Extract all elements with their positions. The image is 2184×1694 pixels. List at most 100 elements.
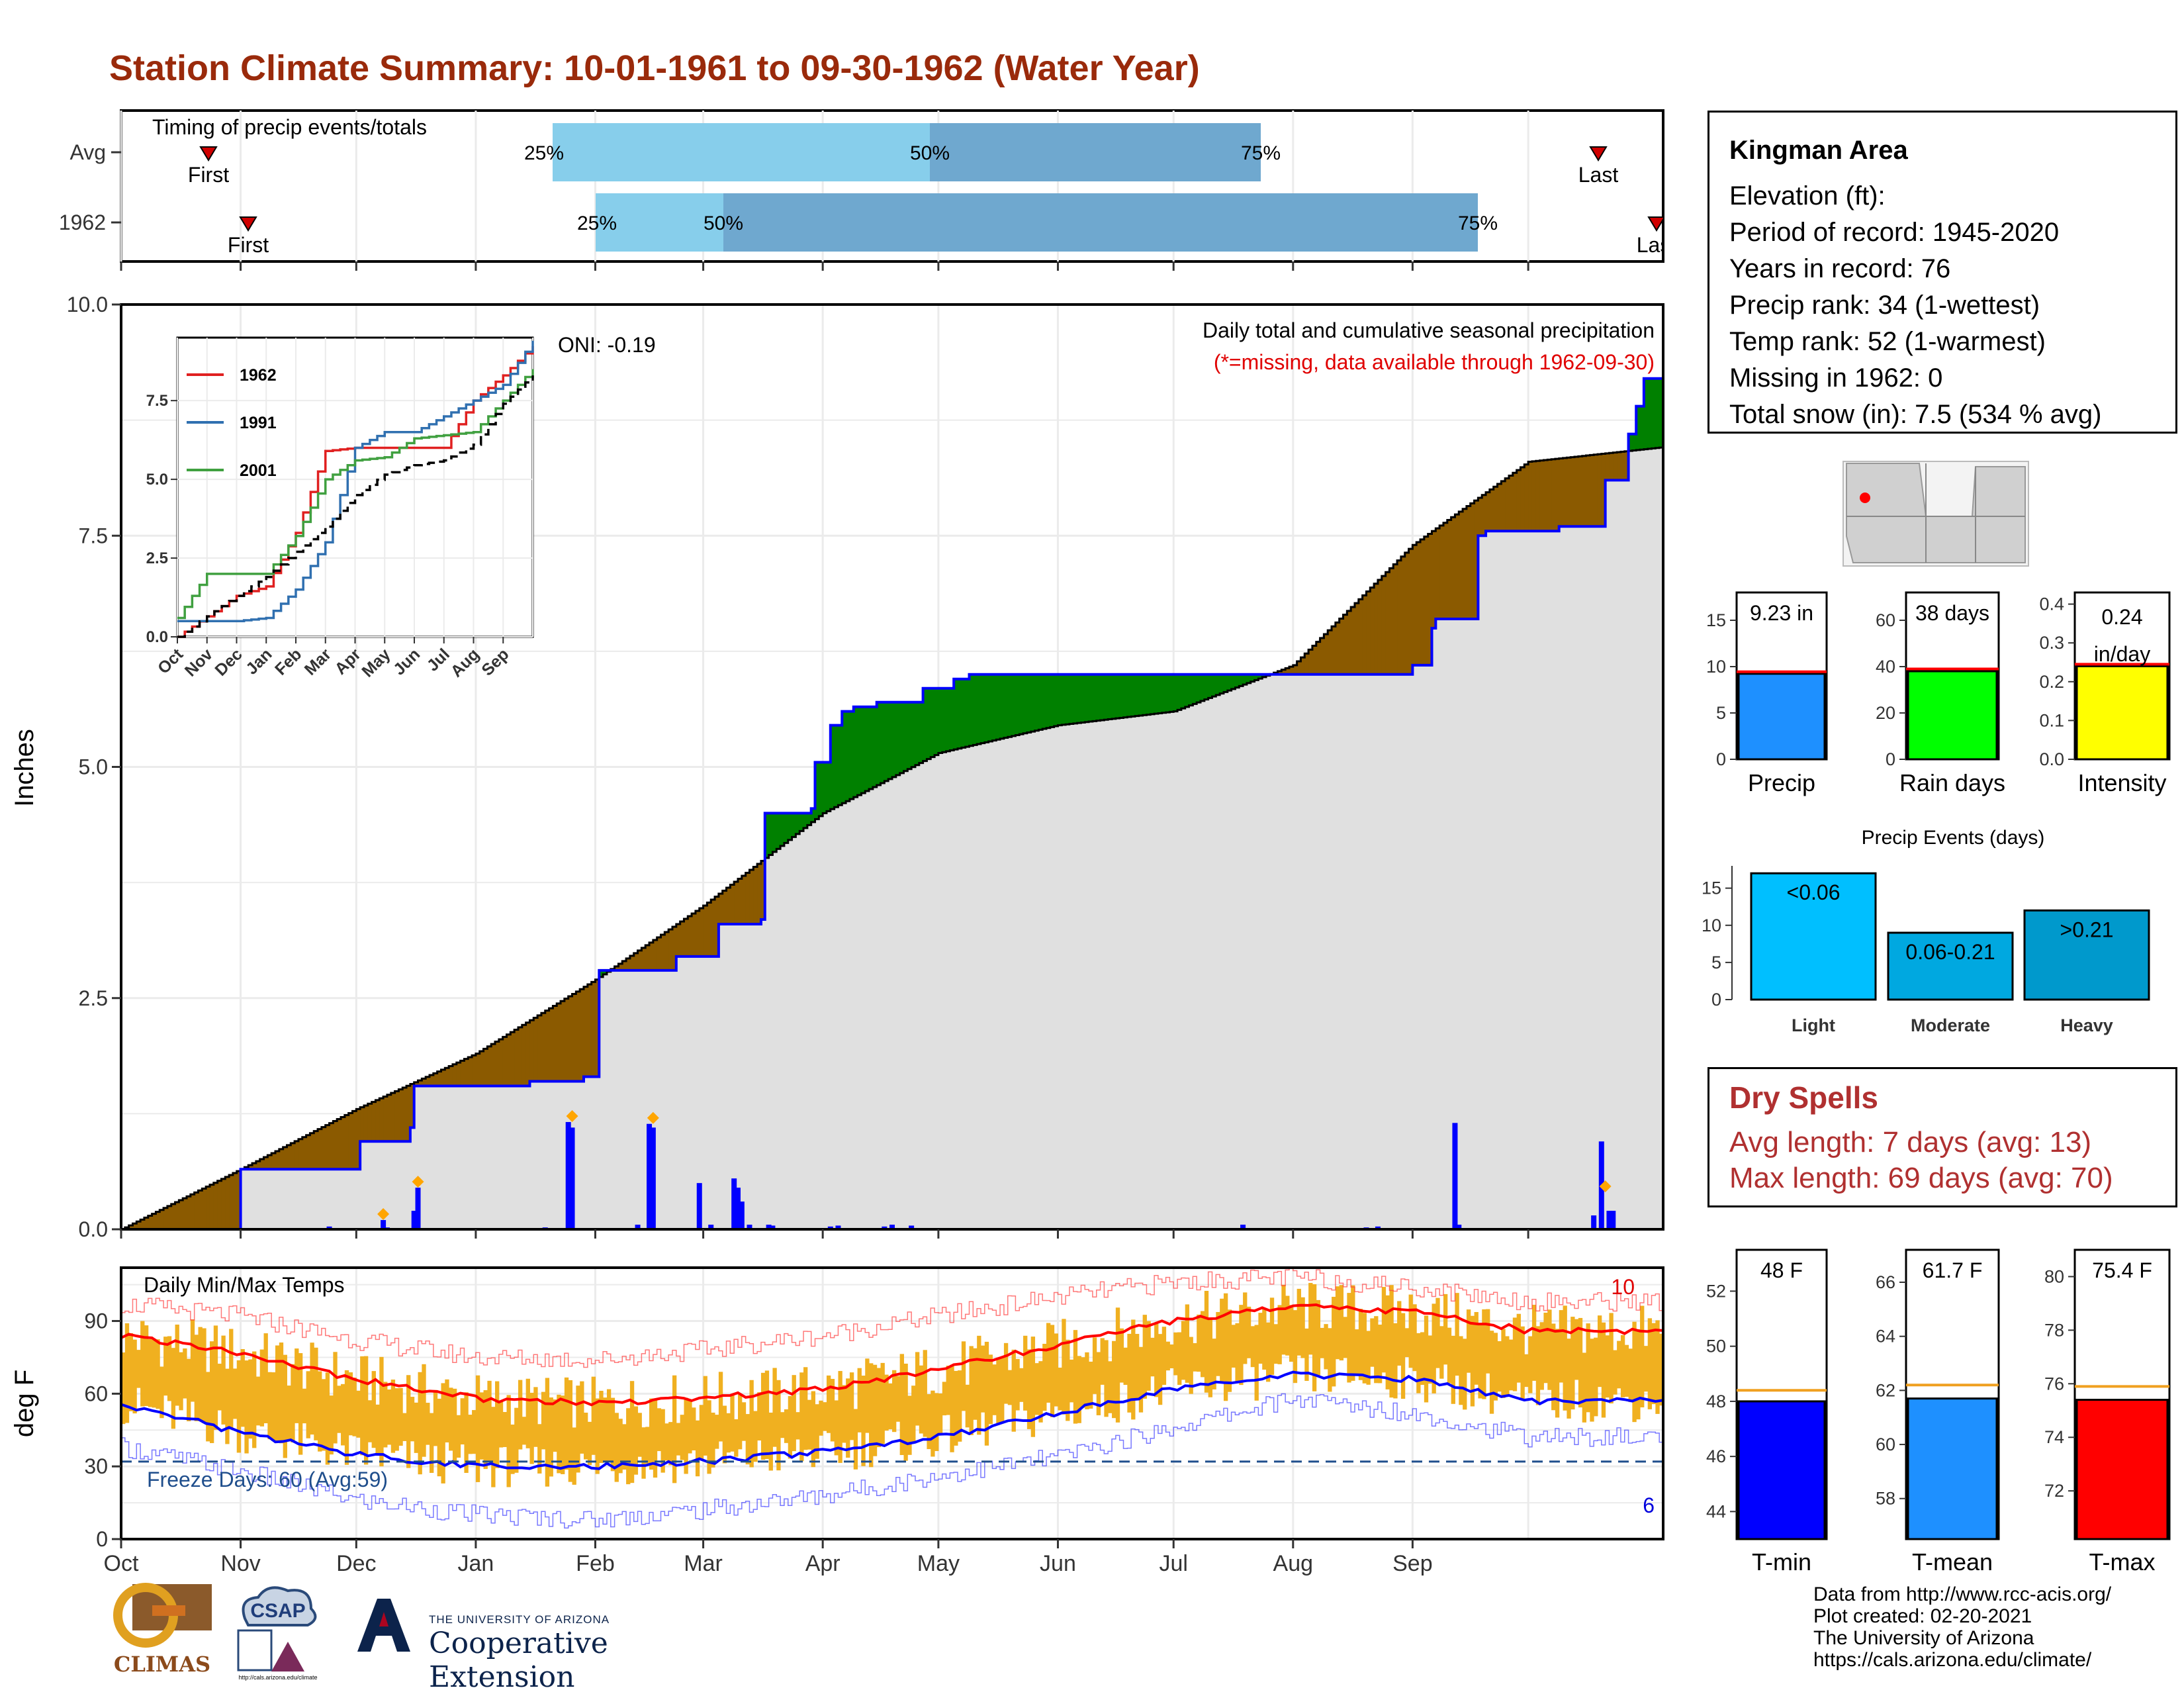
deficit-band: [441, 1069, 445, 1086]
deficit-band: [584, 986, 588, 1077]
events-bar: [2023, 909, 2150, 1001]
daily-temp-bar: [283, 1354, 287, 1458]
daily-temp-bar: [880, 1362, 885, 1444]
surplus-band: [776, 813, 781, 849]
deficit-band: [1366, 591, 1371, 675]
surplus-band: [1189, 674, 1193, 706]
daily-temp-bar: [876, 1368, 882, 1448]
surplus-band: [1243, 674, 1248, 685]
daily-temp-bar: [1085, 1352, 1089, 1409]
deficit-band: [1624, 451, 1629, 481]
daily-temp-bar: [803, 1367, 808, 1450]
daily-temp-bar: [603, 1397, 608, 1462]
surplus-band: [1081, 674, 1085, 723]
daily-temp-bar: [1250, 1326, 1255, 1368]
temp-panel-label: Daily Min/Max Temps: [144, 1273, 344, 1297]
daily-temp-bar: [1397, 1301, 1402, 1366]
snow-marker-icon: [412, 1176, 424, 1188]
deficit-band: [688, 916, 692, 957]
daily-temp-bar: [869, 1363, 874, 1468]
daily-temp-bar: [1400, 1313, 1406, 1399]
daily-temp-bar: [1447, 1327, 1452, 1384]
surplus-band: [984, 674, 989, 743]
daily-temp-bar: [1308, 1283, 1313, 1355]
ua-logo-small-text: THE UNIVERSITY OF ARIZONA: [429, 1613, 610, 1626]
deficit-band: [1463, 508, 1467, 619]
daily-temp-bar: [306, 1371, 310, 1438]
daily-temp-bar: [626, 1408, 631, 1485]
daily-temp-bar: [275, 1345, 280, 1442]
deficit-band: [626, 958, 631, 970]
daily-temp-bar: [1351, 1285, 1355, 1381]
surplus-band: [857, 706, 862, 796]
daily-temp-bar: [1297, 1288, 1301, 1356]
daily-temp-bar: [360, 1356, 365, 1456]
temp-ytick-label: 60: [84, 1382, 108, 1405]
daily-temp-bar: [329, 1395, 334, 1455]
deficit-band: [1308, 649, 1313, 675]
daily-temp-bar: [1158, 1334, 1163, 1405]
hot-day-count: 10: [1611, 1275, 1635, 1299]
daily-temp-bar: [229, 1329, 234, 1428]
deficit-band: [190, 1194, 195, 1229]
daily-temp-bar: [475, 1375, 480, 1482]
surplus-band: [954, 679, 958, 750]
station-name: Kingman Area: [1729, 136, 1908, 165]
deficit-band: [414, 1082, 419, 1086]
deficit-band: [703, 906, 707, 957]
daily-temp-bar: [267, 1372, 272, 1440]
daily-temp-bar: [456, 1415, 461, 1458]
snow-marker-icon: [566, 1109, 578, 1122]
daily-temp-bar: [768, 1412, 773, 1471]
deficit-band: [1617, 452, 1621, 481]
daily-temp-bar: [591, 1376, 596, 1455]
daily-temp-bar: [1389, 1285, 1394, 1398]
deficit-band: [259, 1159, 265, 1170]
daily-temp-bar: [1632, 1321, 1637, 1423]
surplus-band: [1019, 674, 1024, 735]
daily-temp-bar: [1050, 1325, 1055, 1417]
surplus-band: [1161, 674, 1167, 713]
daily-temp-bar: [576, 1386, 580, 1473]
daily-precip-bar: [889, 1225, 895, 1229]
surplus-band: [1030, 674, 1036, 732]
daily-temp-bar: [865, 1358, 870, 1433]
bar-tmean-ytick-label: 62: [1876, 1380, 1895, 1400]
deficit-band: [672, 926, 677, 970]
surplus-band: [1632, 434, 1637, 451]
daily-temp-bar: [853, 1409, 858, 1470]
deficit-band: [225, 1176, 230, 1229]
daily-temp-bar: [244, 1360, 249, 1454]
surplus-band: [1231, 674, 1236, 689]
deficit-band: [1335, 622, 1340, 675]
daily-precip-bar: [1610, 1211, 1616, 1229]
daily-temp-bar: [984, 1341, 989, 1446]
inset-legend-label: 1991: [240, 414, 277, 432]
daily-temp-bar: [287, 1386, 291, 1442]
daily-temp-bar: [337, 1386, 341, 1433]
daily-temp-bar: [1424, 1315, 1429, 1403]
bar-tmin-ytick-label: 44: [1706, 1501, 1726, 1521]
surplus-band: [865, 706, 870, 792]
bar-tmean-value-label: 61.7 F: [1923, 1258, 1983, 1282]
surplus-band: [834, 725, 839, 808]
deficit-band: [633, 953, 639, 970]
daily-temp-bar: [209, 1341, 214, 1443]
daily-temp-bar: [1119, 1328, 1124, 1383]
daily-temp-bar: [823, 1402, 827, 1431]
daily-temp-bar: [367, 1400, 373, 1442]
daily-temp-bar: [341, 1384, 345, 1446]
daily-temp-bar: [1339, 1285, 1344, 1361]
temp-xtick-label: Jun: [1040, 1551, 1076, 1576]
daily-precip-bar: [766, 1225, 772, 1229]
bar-intensity-ytick-label: 0.4: [2039, 594, 2064, 614]
deficit-band: [715, 896, 719, 957]
daily-temp-bar: [1062, 1319, 1066, 1415]
surplus-band: [853, 706, 858, 798]
daily-temp-bar: [826, 1375, 831, 1433]
daily-temp-bar: [796, 1412, 800, 1440]
daily-temp-bar: [333, 1352, 338, 1444]
deficit-band: [641, 947, 646, 970]
timing-last-label: Last: [1578, 163, 1619, 187]
daily-temp-bar: [1134, 1334, 1140, 1399]
